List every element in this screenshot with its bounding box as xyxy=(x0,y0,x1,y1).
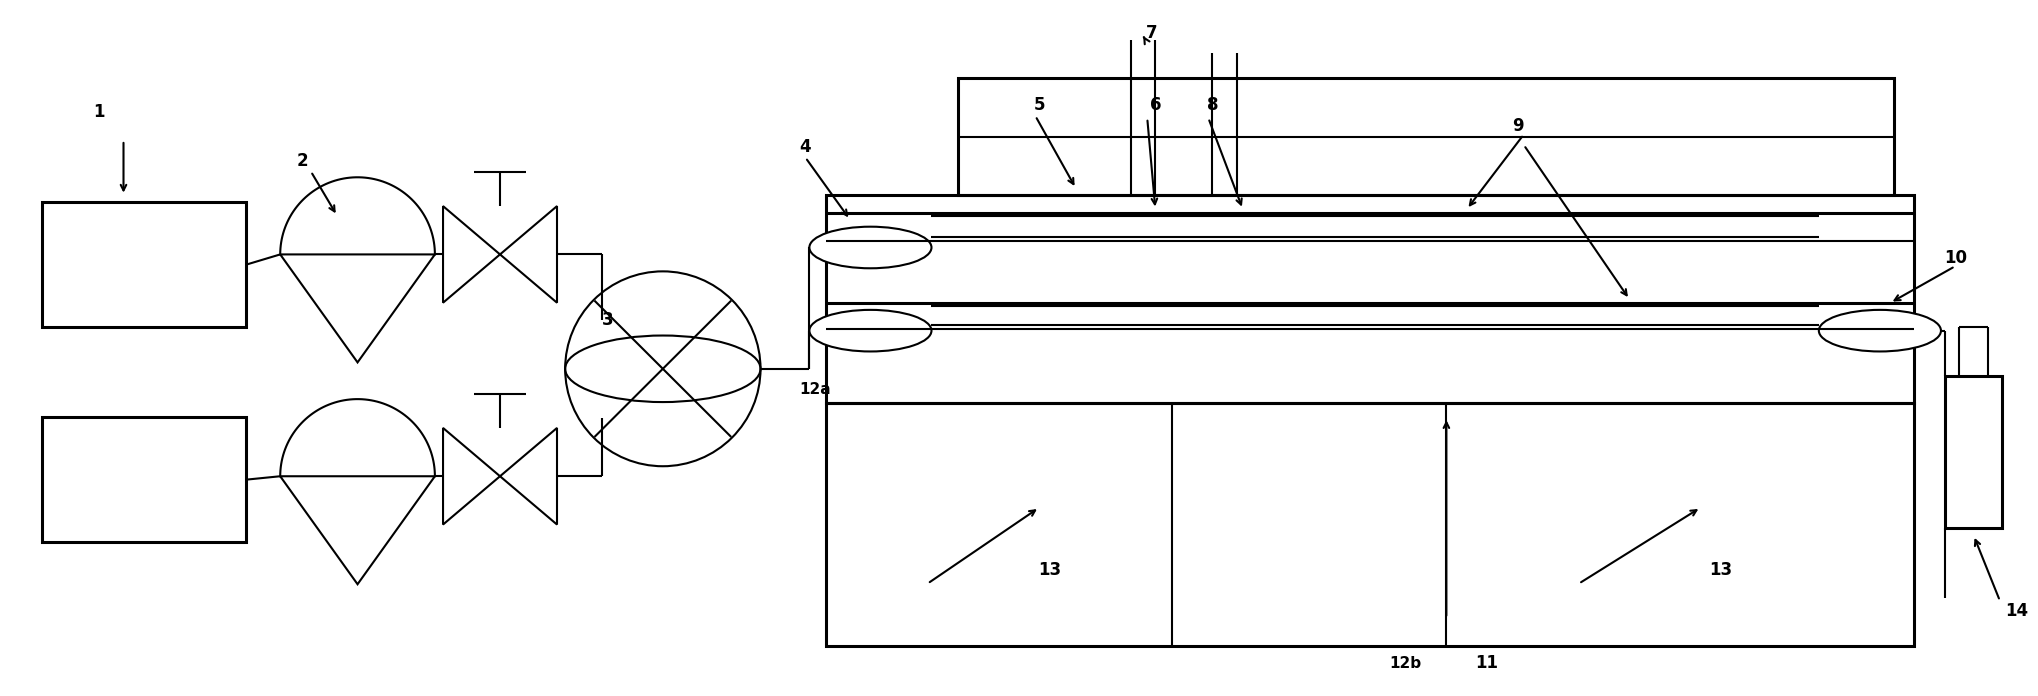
Text: 8: 8 xyxy=(1206,96,1219,114)
Text: 12b: 12b xyxy=(1390,656,1423,671)
Circle shape xyxy=(1818,310,1940,351)
Text: 10: 10 xyxy=(1944,249,1967,267)
Text: 6: 6 xyxy=(1149,96,1162,114)
Text: 14: 14 xyxy=(2005,603,2028,620)
Circle shape xyxy=(809,310,931,351)
Bar xyxy=(43,203,247,327)
Text: 1: 1 xyxy=(94,103,104,121)
Circle shape xyxy=(809,227,931,268)
Bar xyxy=(825,404,1914,646)
Text: 5: 5 xyxy=(1033,96,1045,114)
Bar xyxy=(958,78,1893,196)
Text: 9: 9 xyxy=(1512,117,1524,135)
Bar xyxy=(43,418,247,542)
Text: 12a: 12a xyxy=(799,382,832,397)
Text: 13: 13 xyxy=(1037,561,1062,579)
Text: 7: 7 xyxy=(1145,24,1158,42)
Text: 3: 3 xyxy=(601,311,613,329)
Text: 11: 11 xyxy=(1476,654,1498,672)
Text: 2: 2 xyxy=(298,152,308,170)
Text: 13: 13 xyxy=(1710,561,1732,579)
Bar xyxy=(1944,376,2001,528)
Bar xyxy=(825,196,1914,404)
Text: 4: 4 xyxy=(799,138,811,156)
